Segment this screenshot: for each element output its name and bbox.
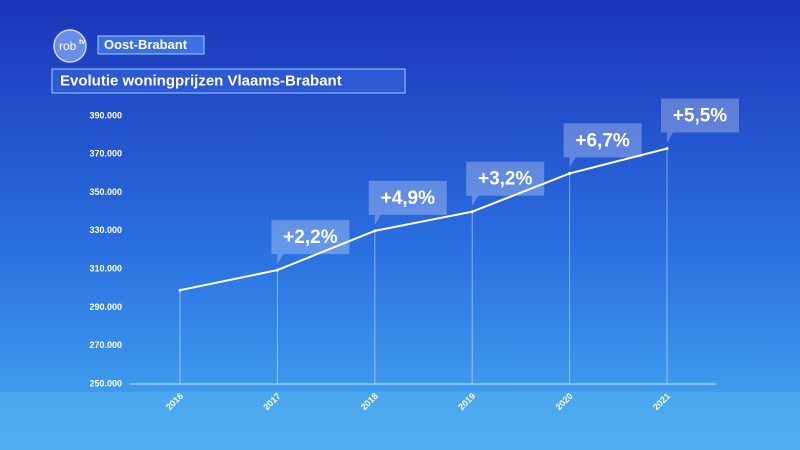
- value-label: +4,9%: [381, 188, 436, 209]
- y-tick-label: 330.000: [89, 225, 122, 235]
- point: [568, 171, 572, 175]
- point: [470, 210, 474, 214]
- value-label: +2,2%: [283, 227, 338, 248]
- region-name: Oost-Brabant: [104, 37, 188, 52]
- y-tick-label: 290.000: [89, 302, 122, 312]
- logo-sup: tv: [79, 39, 85, 46]
- point: [373, 229, 377, 233]
- value-label: +5,5%: [673, 106, 728, 127]
- value-label: +6,7%: [575, 130, 630, 151]
- label-box: [563, 123, 642, 168]
- y-tick-label: 350.000: [89, 187, 122, 197]
- y-tick-label: 370.000: [89, 149, 122, 159]
- label-box: [368, 180, 447, 225]
- value-label: +3,2%: [478, 169, 533, 190]
- logo-text: rob: [59, 39, 77, 53]
- title-bar: [51, 68, 406, 94]
- line: [179, 147, 668, 292]
- label-box: [661, 98, 739, 143]
- chart-title: Evolutie woningprijzen Vlaams-Brabant: [60, 72, 342, 89]
- y-tick-label: 390.000: [89, 110, 122, 120]
- y-tick-label: 310.000: [89, 264, 122, 274]
- y-tick-label: 270.000: [89, 340, 122, 350]
- point: [275, 268, 279, 272]
- region-tag: [97, 35, 205, 55]
- point: [178, 288, 182, 292]
- point: [665, 147, 669, 151]
- label-box: [271, 220, 350, 265]
- floor-band: [0, 392, 800, 450]
- y-tick-label: 250.000: [89, 378, 122, 388]
- logo-badge: [53, 29, 87, 63]
- label-box: [466, 161, 545, 206]
